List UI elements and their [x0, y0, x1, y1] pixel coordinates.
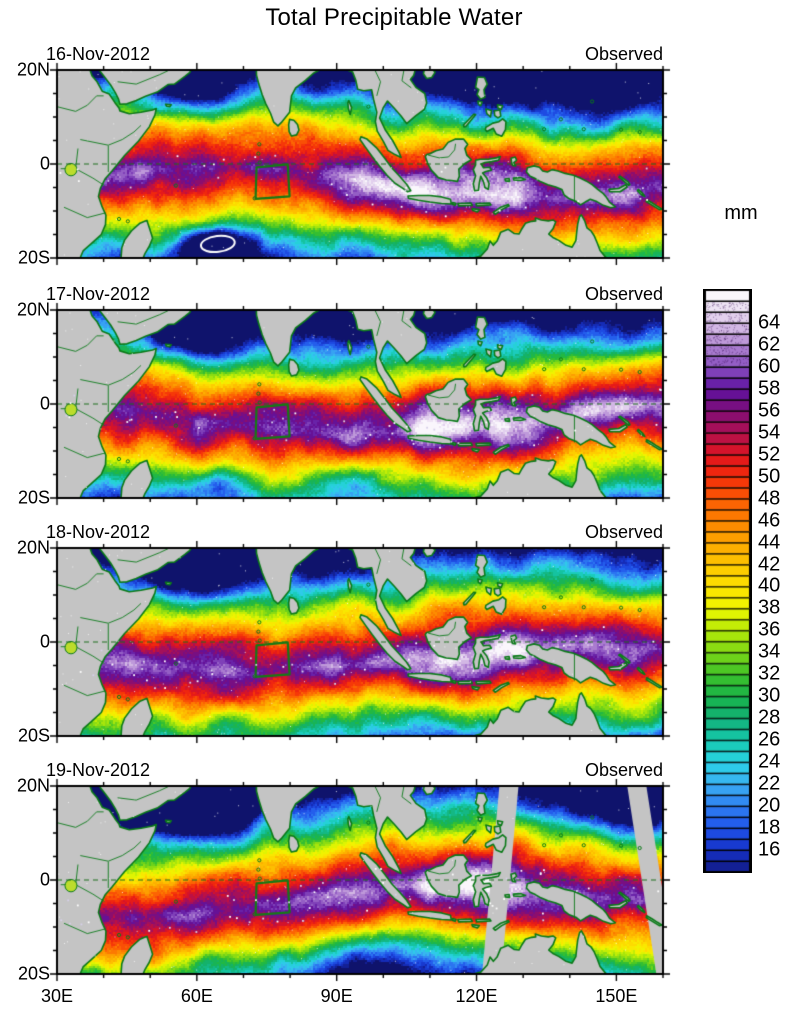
- panel-date-label: 17-Nov-2012: [46, 284, 151, 304]
- colorbar-tick-label: 64: [758, 311, 781, 334]
- map-canvas-panel-3: [48, 539, 672, 745]
- colorbar-tick-label: 56: [758, 399, 781, 422]
- colorbar-tick-label: 36: [758, 618, 781, 641]
- colorbar-tick-label: 24: [758, 750, 781, 773]
- colorbar-tick-label: 48: [758, 487, 781, 510]
- panel-source-label: Observed: [584, 522, 663, 542]
- colorbar-tick-label: 62: [758, 333, 781, 356]
- y-axis-tick-label: 0: [39, 393, 50, 414]
- colorbar-tick-label: 20: [758, 794, 781, 817]
- colorbar-tick-label: 42: [758, 553, 781, 576]
- colorbar-tick-label: 30: [758, 684, 781, 707]
- x-axis-tick-label: 150E: [595, 986, 638, 1006]
- y-axis-tick-label: 0: [39, 631, 50, 652]
- y-axis-tick-label: 20N: [16, 59, 50, 80]
- colorbar-tick-label: 22: [758, 772, 781, 795]
- y-axis-tick-label: 0: [39, 869, 50, 890]
- panel-source-label: Observed: [584, 284, 663, 304]
- colorbar-tick-label: 28: [758, 706, 781, 729]
- y-axis-tick-label: 20S: [17, 247, 50, 268]
- colorbar-tick-label: 46: [758, 509, 781, 532]
- colorbar-unit-label: mm: [724, 202, 758, 224]
- y-axis-tick-label: 20N: [16, 537, 50, 558]
- colorbar-tick-label: 18: [758, 816, 781, 839]
- colorbar-tick-label: 54: [758, 421, 781, 444]
- figure-title: Total Precipitable Water: [265, 4, 523, 31]
- panel-source-label: Observed: [584, 44, 663, 64]
- map-canvas-panel-2: [48, 301, 672, 507]
- y-axis-tick-label: 20N: [16, 299, 50, 320]
- panel-date-label: 18-Nov-2012: [46, 522, 151, 542]
- colorbar-tick-label: 44: [758, 531, 781, 554]
- y-axis-tick-label: 0: [39, 153, 50, 174]
- panel-source-label: Observed: [584, 760, 663, 780]
- colorbar-tick-label: 32: [758, 662, 781, 685]
- colorbar-tick-label: 52: [758, 443, 781, 466]
- y-axis-tick-label: 20N: [16, 775, 50, 796]
- colorbar-tick-label: 50: [758, 465, 781, 488]
- colorbar-tick-label: 58: [758, 377, 781, 400]
- y-axis-tick-label: 20S: [17, 725, 50, 746]
- colorbar-tick-label: 26: [758, 728, 781, 751]
- x-axis-tick-label: 30E: [40, 986, 74, 1006]
- x-axis-tick-label: 60E: [180, 986, 213, 1006]
- map-canvas-panel-4: [48, 777, 672, 983]
- colorbar-tick-label: 38: [758, 596, 781, 619]
- panel-date-label: 19-Nov-2012: [46, 760, 151, 780]
- x-axis-tick-label: 120E: [455, 986, 498, 1006]
- colorbar: [703, 289, 752, 873]
- colorbar-tick-label: 34: [758, 640, 781, 663]
- colorbar-tick-label: 60: [758, 355, 781, 378]
- panel-date-label: 16-Nov-2012: [46, 44, 151, 64]
- y-axis-tick-label: 20S: [17, 963, 50, 984]
- colorbar-tick-label: 16: [758, 838, 781, 861]
- map-canvas-panel-1: [48, 61, 672, 267]
- x-axis-tick-label: 90E: [320, 986, 353, 1006]
- colorbar-tick-label: 40: [758, 574, 781, 597]
- y-axis-tick-label: 20S: [17, 487, 50, 508]
